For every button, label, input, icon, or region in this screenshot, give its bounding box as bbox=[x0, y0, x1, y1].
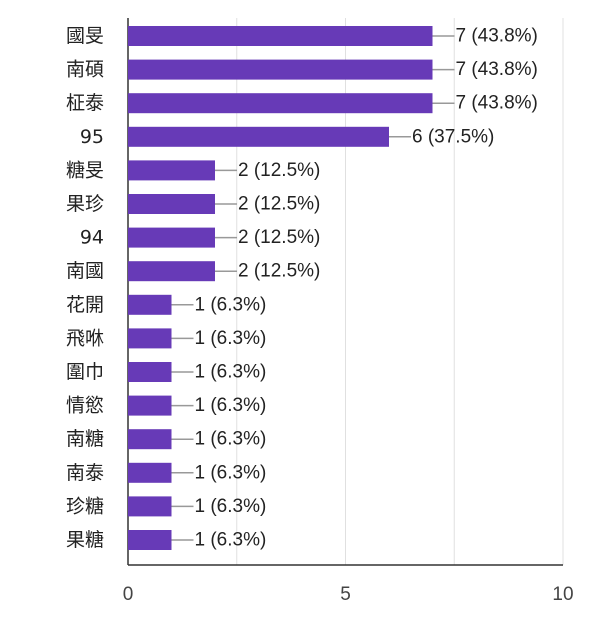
category-label: 94 bbox=[80, 227, 104, 249]
data-label: 1 (6.3%) bbox=[195, 530, 267, 551]
bar bbox=[128, 530, 172, 550]
category-label: 國旻 bbox=[66, 25, 104, 47]
data-label: 2 (12.5%) bbox=[238, 261, 320, 282]
category-label: 果糖 bbox=[66, 529, 104, 551]
category-label: 果珍 bbox=[66, 193, 104, 215]
data-label: 6 (37.5%) bbox=[412, 126, 494, 147]
bar bbox=[128, 429, 172, 450]
data-label: 2 (12.5%) bbox=[238, 227, 320, 248]
data-label: 1 (6.3%) bbox=[195, 429, 267, 450]
category-label: 飛咻 bbox=[66, 327, 104, 349]
category-label: 南國 bbox=[66, 260, 104, 282]
bar bbox=[128, 93, 433, 114]
category-label: 糖旻 bbox=[66, 159, 104, 181]
bar bbox=[128, 227, 215, 248]
data-label: 1 (6.3%) bbox=[195, 362, 267, 383]
bar bbox=[128, 328, 172, 349]
bar bbox=[128, 26, 433, 46]
bar bbox=[128, 261, 215, 282]
category-label: 南泰 bbox=[66, 462, 104, 484]
data-label: 7 (43.8%) bbox=[456, 59, 538, 80]
data-label: 1 (6.3%) bbox=[195, 328, 267, 349]
bar bbox=[128, 160, 215, 181]
x-tick-label: 5 bbox=[340, 584, 351, 605]
data-label: 1 (6.3%) bbox=[195, 395, 267, 416]
category-label: 珍糖 bbox=[66, 495, 104, 517]
category-label: 柾泰 bbox=[66, 92, 104, 114]
bar bbox=[128, 126, 389, 147]
category-label: 情慾 bbox=[66, 395, 104, 417]
data-label: 1 (6.3%) bbox=[195, 496, 267, 517]
data-label: 7 (43.8%) bbox=[456, 93, 538, 114]
category-label: 花開 bbox=[66, 294, 104, 316]
x-tick-label: 10 bbox=[552, 584, 573, 605]
bar bbox=[128, 462, 172, 483]
bar bbox=[128, 362, 172, 382]
bar bbox=[128, 496, 172, 517]
bar bbox=[128, 294, 172, 315]
bar bbox=[128, 194, 215, 214]
category-label: 南糖 bbox=[66, 428, 104, 450]
category-label: 南碩 bbox=[66, 59, 104, 81]
data-label: 2 (12.5%) bbox=[238, 194, 320, 215]
data-label: 1 (6.3%) bbox=[195, 294, 267, 315]
category-label: 95 bbox=[80, 126, 104, 148]
data-label: 2 (12.5%) bbox=[238, 160, 320, 181]
data-label: 1 (6.3%) bbox=[195, 462, 267, 483]
bar bbox=[128, 59, 433, 80]
bar bbox=[128, 395, 172, 416]
category-label: 圍巾 bbox=[66, 361, 104, 383]
data-label: 7 (43.8%) bbox=[456, 26, 538, 47]
x-tick-label: 0 bbox=[123, 584, 134, 605]
